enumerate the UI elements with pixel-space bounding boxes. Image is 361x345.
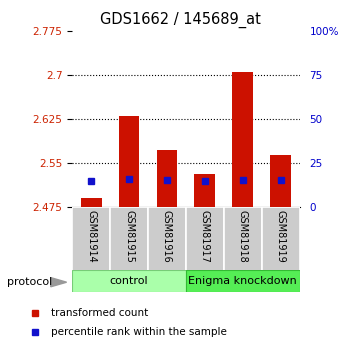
Text: GSM81915: GSM81915 xyxy=(124,210,134,263)
Bar xyxy=(262,207,300,271)
Text: control: control xyxy=(110,276,148,286)
Bar xyxy=(186,207,224,271)
Text: GSM81914: GSM81914 xyxy=(86,210,96,263)
Bar xyxy=(195,174,215,207)
Text: Enigma knockdown: Enigma knockdown xyxy=(188,276,297,286)
Bar xyxy=(232,71,253,207)
Bar xyxy=(270,155,291,207)
Bar xyxy=(110,207,148,271)
Text: percentile rank within the sample: percentile rank within the sample xyxy=(51,327,227,337)
Text: GSM81918: GSM81918 xyxy=(238,210,248,263)
Text: GDS1662 / 145689_at: GDS1662 / 145689_at xyxy=(100,12,261,28)
Text: transformed count: transformed count xyxy=(51,308,148,318)
Bar xyxy=(186,270,300,292)
Bar xyxy=(148,207,186,271)
Bar xyxy=(72,207,110,271)
Text: GSM81919: GSM81919 xyxy=(276,210,286,263)
Bar xyxy=(81,198,101,207)
Text: GSM81916: GSM81916 xyxy=(162,210,172,263)
Bar xyxy=(119,116,139,207)
Bar xyxy=(72,270,186,292)
Polygon shape xyxy=(51,278,66,287)
Bar xyxy=(224,207,262,271)
Text: GSM81917: GSM81917 xyxy=(200,210,210,263)
Text: protocol: protocol xyxy=(7,277,52,287)
Bar xyxy=(157,150,177,207)
